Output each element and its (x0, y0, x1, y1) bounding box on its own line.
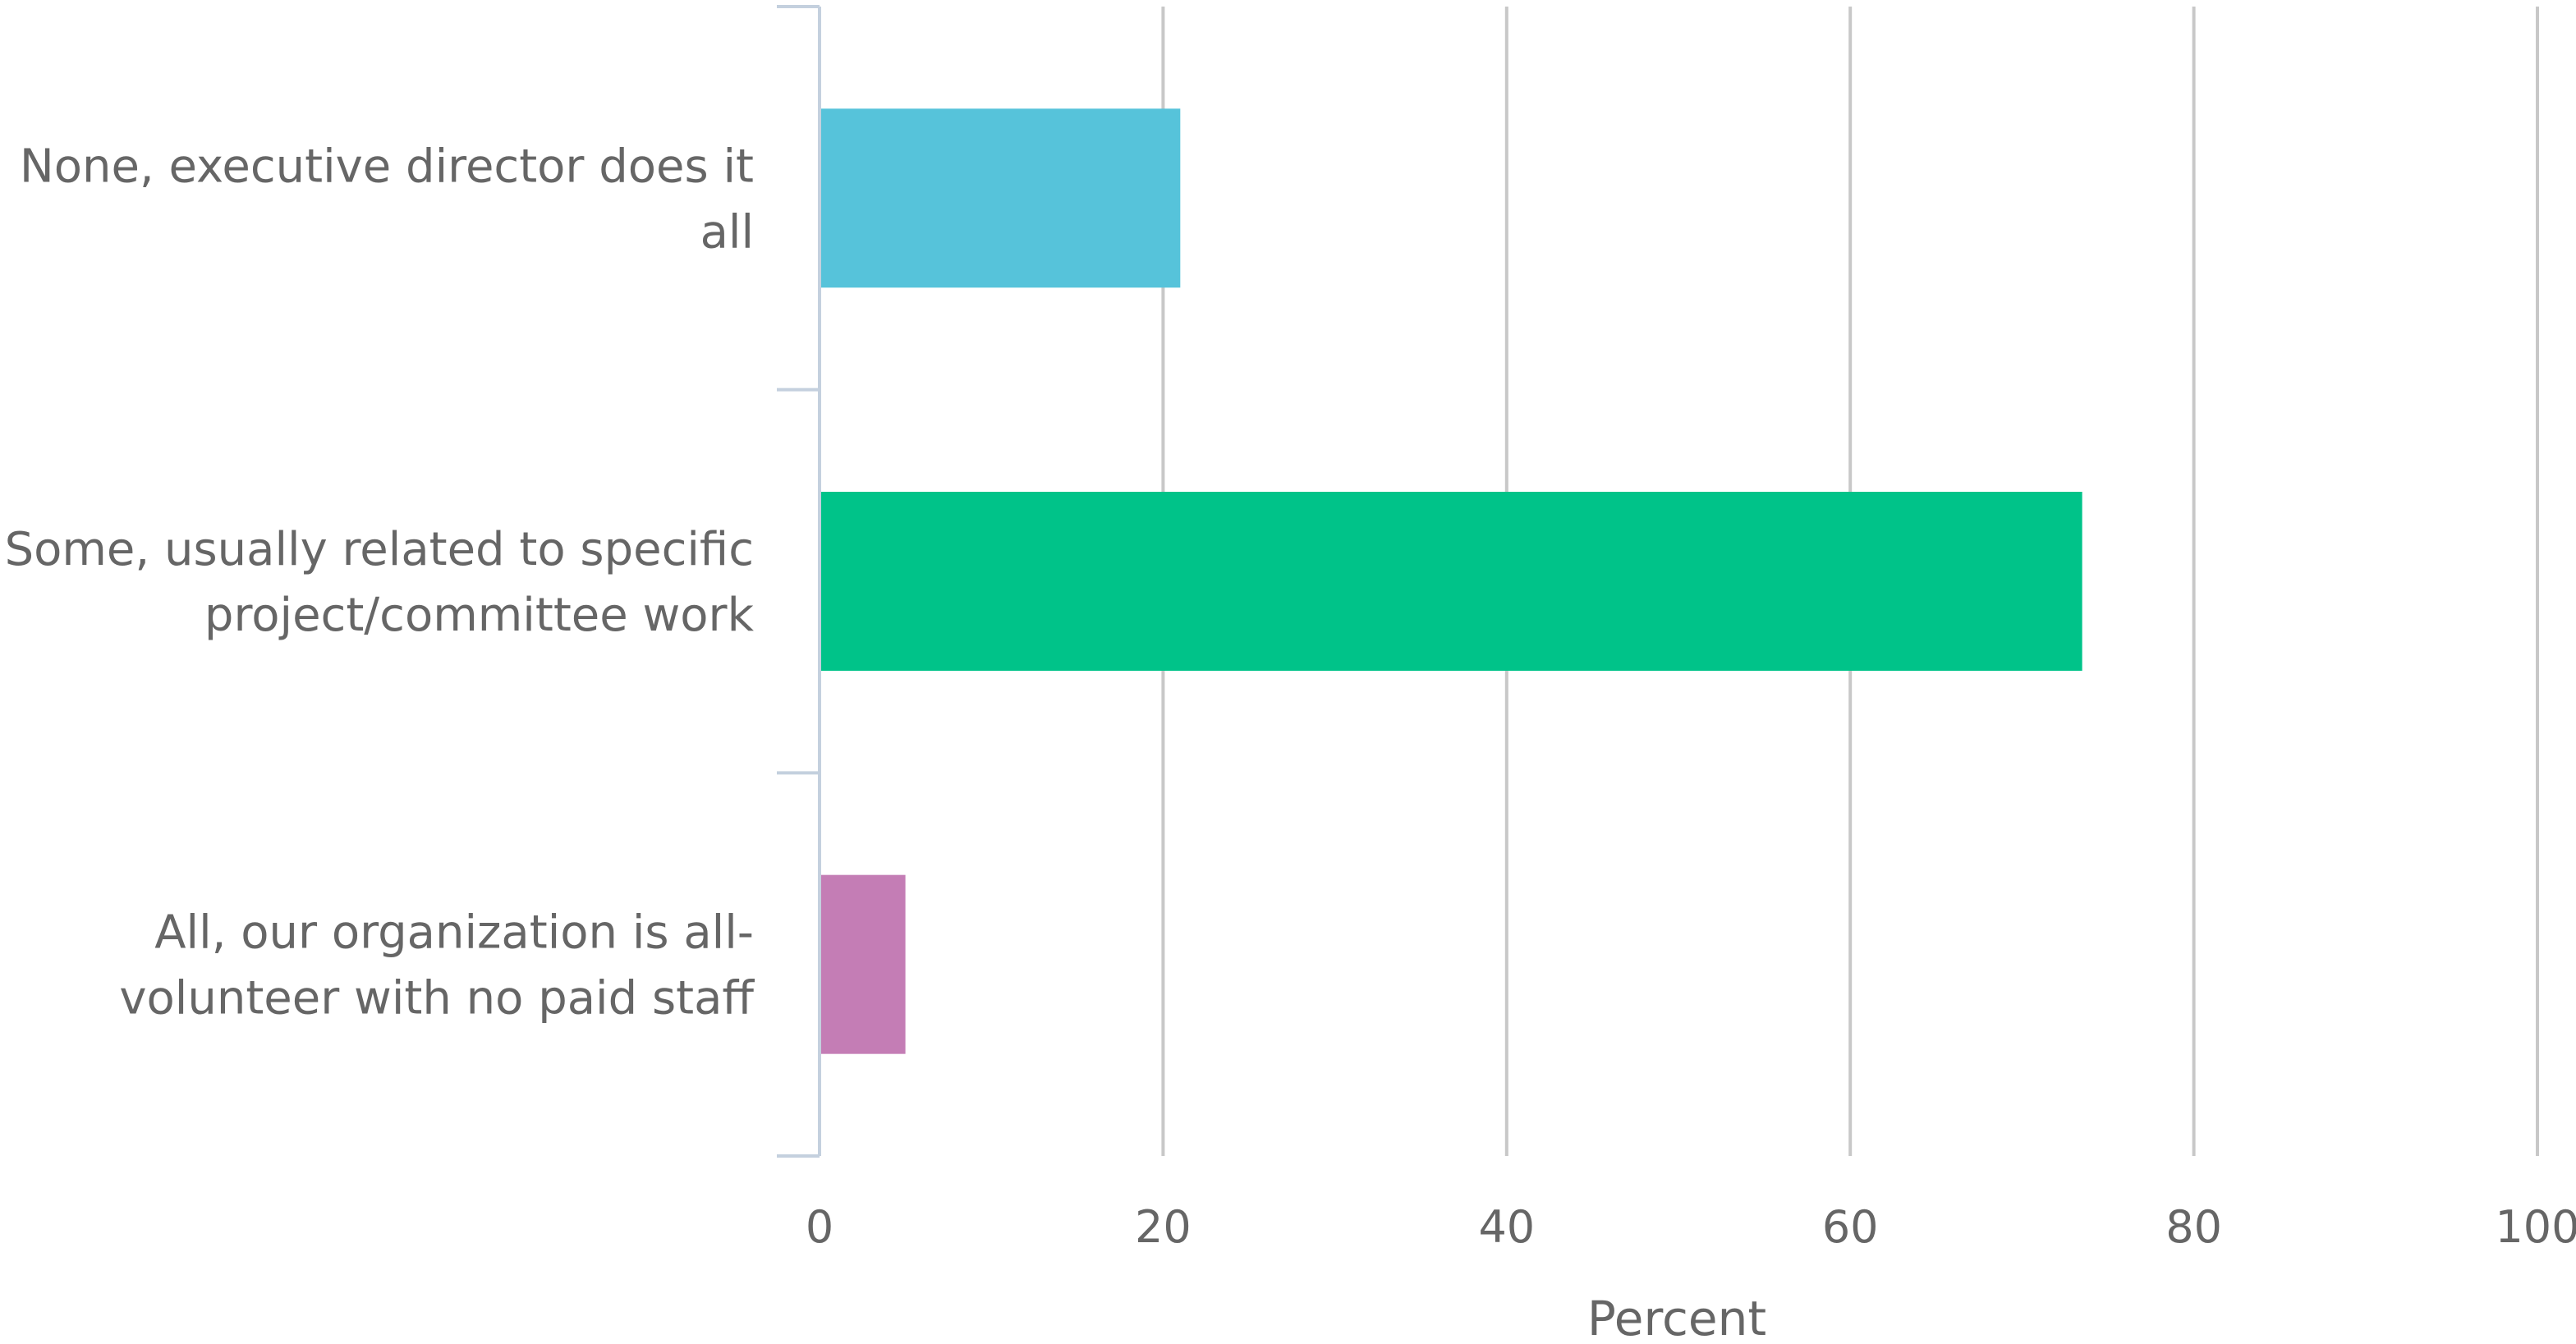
bars (820, 108, 2082, 1054)
x-tick-label: 100 (2495, 1201, 2576, 1253)
y-axis (777, 5, 821, 1158)
x-tick-label: 20 (1135, 1201, 1192, 1253)
category-label: volunteer with no paid staff (119, 972, 755, 1025)
x-tick-label: 40 (1478, 1201, 1535, 1253)
x-tick-label: 0 (806, 1201, 833, 1253)
category-label: project/committee work (204, 589, 755, 642)
x-axis-title: Percent (1587, 1291, 1766, 1344)
x-tick-labels: 0 20 40 60 80 100 (806, 1201, 2576, 1253)
category-label: All, our organization is all- (154, 906, 754, 960)
x-tick-label: 80 (2165, 1201, 2222, 1253)
x-tick-label: 60 (1822, 1201, 1879, 1253)
category-label: None, executive director does it (20, 140, 754, 193)
category-labels: None, executive director does it all Some,… (5, 140, 755, 1025)
category-label: Some, usually related to specific (5, 523, 754, 576)
category-label: all (700, 205, 754, 259)
bar (820, 492, 2082, 671)
bar (820, 108, 1181, 288)
bar (820, 874, 906, 1054)
